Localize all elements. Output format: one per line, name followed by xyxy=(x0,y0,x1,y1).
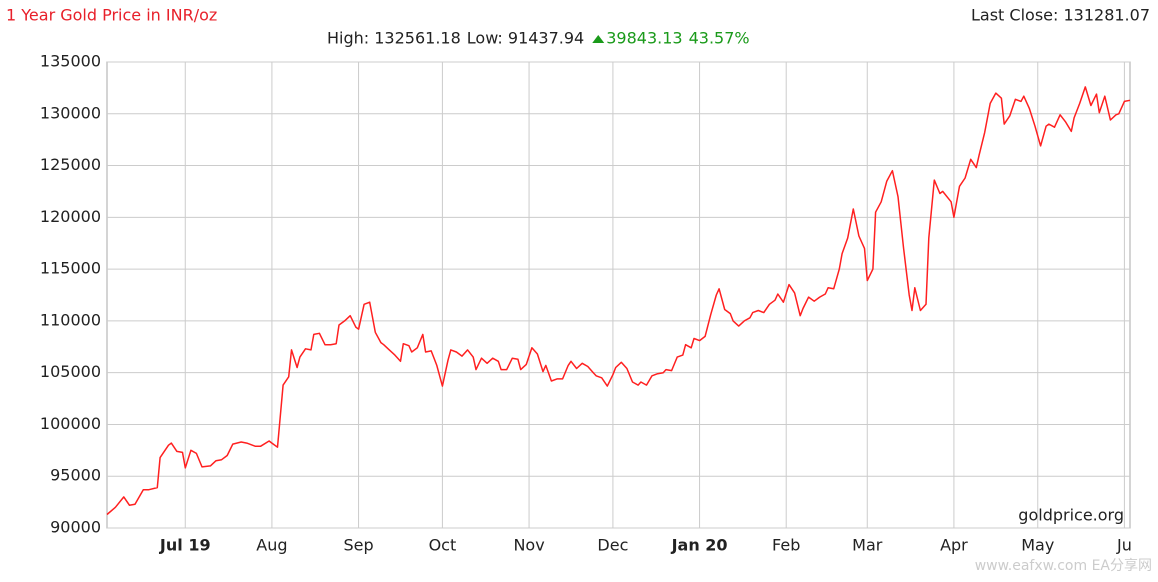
low: Low: 91437.94 xyxy=(467,29,584,48)
x-tick-label: Nov xyxy=(513,536,544,555)
y-tick-label: 135000 xyxy=(40,52,101,71)
x-tick-label: Apr xyxy=(940,536,968,555)
price-line xyxy=(106,86,1131,516)
x-tick-label: Oct xyxy=(429,536,457,555)
x-tick-label: Aug xyxy=(256,536,287,555)
x-tick-label: Jan 20 xyxy=(671,536,728,555)
y-tick-label: 105000 xyxy=(40,362,101,381)
x-tick-label: Ju xyxy=(1116,536,1132,555)
x-tick-label: Dec xyxy=(597,536,628,555)
y-tick-label: 115000 xyxy=(40,259,101,278)
y-tick-label: 95000 xyxy=(50,466,101,485)
x-tick-label: Sep xyxy=(343,536,373,555)
x-tick-label: Mar xyxy=(852,536,883,555)
y-tick-label: 125000 xyxy=(40,155,101,174)
chart-title: 1 Year Gold Price in INR/oz xyxy=(6,6,217,25)
high: High: 132561.18 xyxy=(327,29,461,48)
last-close: Last Close: 131281.07 xyxy=(971,6,1150,25)
watermark: www.eafxw.com EA分享网 xyxy=(975,557,1152,574)
change-percent: 43.57% xyxy=(689,29,750,48)
x-tick-label: May xyxy=(1021,536,1054,555)
source: goldprice.org xyxy=(1018,506,1124,525)
up-arrow xyxy=(592,35,605,43)
x-tick-label: Jul 19 xyxy=(159,536,211,555)
plot-area xyxy=(106,61,1131,529)
y-tick-label: 120000 xyxy=(40,207,101,226)
y-tick-label: 90000 xyxy=(50,518,101,537)
y-tick-label: 130000 xyxy=(40,103,101,122)
x-tick-label: Feb xyxy=(772,536,800,555)
y-tick-label: 110000 xyxy=(40,310,101,329)
y-tick-label: 100000 xyxy=(40,414,101,433)
change: 39843.13 xyxy=(606,29,682,48)
